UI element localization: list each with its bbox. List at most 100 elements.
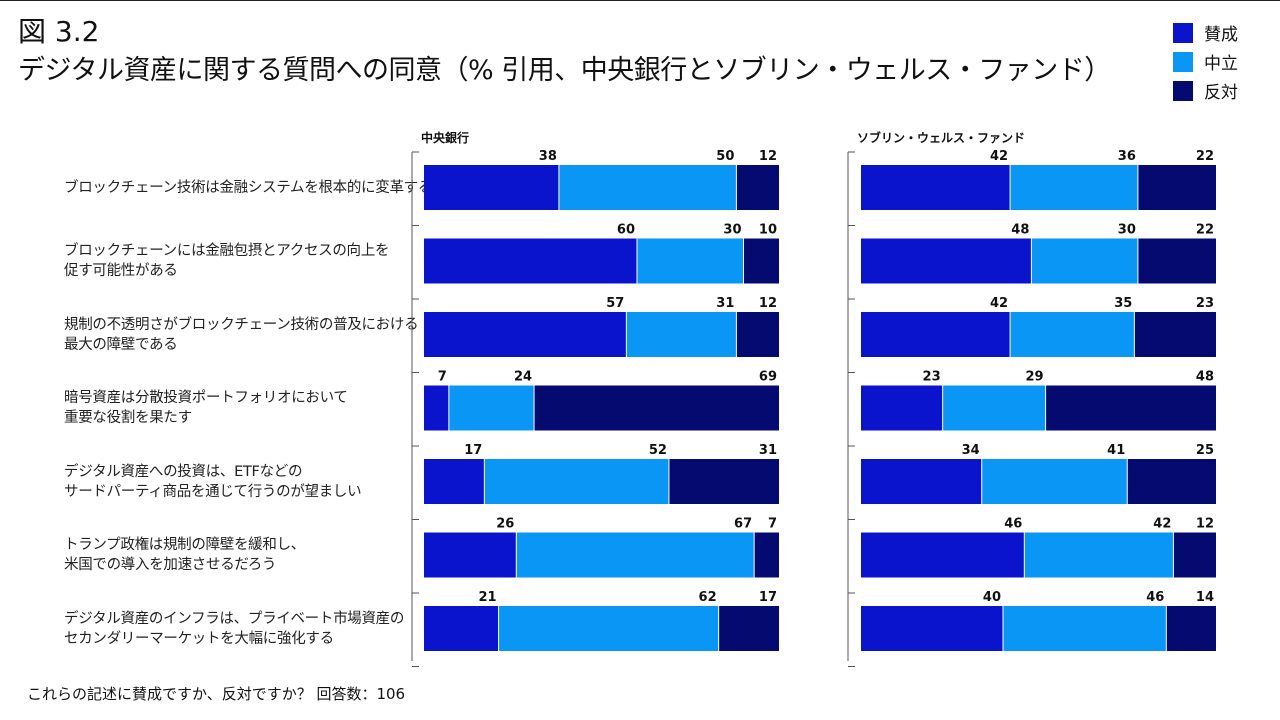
legend-swatch-agree [1173,22,1193,43]
data-label-sovereign-wealth-funds-neutral: 36 [1118,149,1136,164]
bar-central-banks-neutral [448,385,535,431]
data-label-sovereign-wealth-funds-disagree: 12 [1196,517,1214,532]
figure-title: デジタル資産に関する質問への同意（% 引用、中央銀行とソブリン・ウェルス・ファン… [18,55,1111,86]
data-label-sovereign-wealth-funds-neutral: 35 [1114,296,1132,311]
data-label-sovereign-wealth-funds-disagree: 14 [1196,590,1214,605]
data-label-central-banks-agree: 60 [617,223,635,238]
data-label-central-banks-neutral: 31 [716,296,734,311]
category-label: 規制の不透明さがブロックチェーン技術の普及における 最大の障壁である [64,315,419,355]
bar-central-banks-disagree [754,532,779,578]
data-label-sovereign-wealth-funds-neutral: 46 [1146,590,1164,605]
category-label-line: 最大の障壁である [64,336,178,353]
bar-central-banks-neutral [626,312,737,357]
bar-central-banks-agree [424,165,559,210]
footnote: これらの記述に賛成ですか、反対ですか？ 回答数：106 [27,685,406,703]
bar-central-banks-neutral [558,165,737,210]
bar-central-banks-agree [424,385,449,431]
bar-sovereign-wealth-funds-agree [861,459,982,504]
category-label-line: デジタル資産への投資は、ETFなどの [64,463,303,480]
data-label-central-banks-disagree: 7 [768,517,777,532]
data-label-sovereign-wealth-funds-neutral: 30 [1118,223,1136,238]
data-label-central-banks-agree: 26 [496,517,514,532]
bar-sovereign-wealth-funds-neutral [1010,165,1138,210]
bar-sovereign-wealth-funds-neutral [1024,532,1174,578]
data-label-central-banks-disagree: 10 [759,223,777,238]
data-label-central-banks-disagree: 69 [759,370,777,385]
bar-sovereign-wealth-funds-agree [861,385,943,431]
data-label-sovereign-wealth-funds-disagree: 22 [1196,149,1214,164]
category-label-line: 促す可能性がある [64,263,178,279]
bar-central-banks-agree [424,238,637,284]
legend-item-agree: 賛成 [1173,18,1238,47]
category-label: デジタル資産への投資は、ETFなどのサードパーティ商品を通じて行うのが望ましい [64,462,419,502]
data-label-central-banks-neutral: 62 [699,590,717,605]
data-label-sovereign-wealth-funds-agree: 42 [990,296,1008,311]
legend-item-neutral: 中立 [1173,47,1238,76]
top-rule [0,0,1280,1]
bar-central-banks-neutral [637,238,744,284]
category-label-line: 重要な役割を果たす [64,410,192,426]
bar-sovereign-wealth-funds-neutral [1031,238,1138,284]
bar-sovereign-wealth-funds-agree [861,312,1011,357]
bar-sovereign-wealth-funds-agree [861,532,1025,578]
data-label-central-banks-neutral: 24 [514,370,532,385]
bar-sovereign-wealth-funds-agree [861,165,1011,210]
category-label-line: トランプ政権は規制の障壁を緩和し、 [64,537,305,553]
data-label-sovereign-wealth-funds-disagree: 25 [1196,443,1214,458]
category-label-line: 米国での導入を加速させるだろう [64,557,277,573]
bar-sovereign-wealth-funds-neutral [942,385,1046,431]
bar-central-banks-disagree [718,606,779,651]
bar-central-banks-disagree [534,385,779,431]
bar-central-banks-agree [424,459,485,504]
legend-item-disagree: 反対 [1173,76,1238,105]
bar-central-banks-neutral [484,459,669,504]
data-label-central-banks-neutral: 52 [649,443,667,458]
data-label-central-banks-disagree: 31 [759,443,777,458]
category-label-line: 規制の不透明さがブロックチェーン技術の普及における [64,316,419,333]
category-label: ブロックチェーン技術は金融システムを根本的に変革する [64,178,432,198]
bar-sovereign-wealth-funds-disagree [1045,385,1216,431]
data-label-sovereign-wealth-funds-neutral: 42 [1153,517,1171,532]
panel-title-central-banks: 中央銀行 [421,131,470,145]
bar-sovereign-wealth-funds-disagree [1137,165,1216,210]
bar-sovereign-wealth-funds-agree [861,606,1003,651]
bar-central-banks-agree [424,606,499,651]
data-label-sovereign-wealth-funds-agree: 34 [962,443,980,458]
legend-swatch-neutral [1173,51,1193,72]
data-label-central-banks-neutral: 67 [734,517,752,532]
bar-central-banks-disagree [743,238,779,284]
category-label-line: ブロックチェーンには金融包摂とアクセスの向上を [64,243,390,259]
bar-central-banks-disagree [736,312,779,357]
figure-number: 図 3.2 [18,15,100,48]
category-label-line: デジタル資産のインフラは、プライベート市場資産の [64,610,405,627]
bar-sovereign-wealth-funds-disagree [1166,606,1216,651]
category-label-line: セカンダリーマーケットを大幅に強化する [64,630,334,647]
bar-central-banks-disagree [668,459,779,504]
data-label-sovereign-wealth-funds-neutral: 29 [1026,370,1044,385]
category-label: ブロックチェーンには金融包摂とアクセスの向上を 促す可能性がある [64,241,419,281]
data-label-central-banks-disagree: 17 [759,590,777,605]
bar-central-banks-disagree [736,165,779,210]
bar-central-banks-agree [424,312,627,357]
legend: 賛成 中立 反対 [1173,18,1238,105]
bar-sovereign-wealth-funds-disagree [1127,459,1216,504]
bar-central-banks-agree [424,532,517,578]
category-label-line: 暗号資産は分散投資ポートフォリオにおいて [64,390,348,406]
data-label-sovereign-wealth-funds-neutral: 41 [1107,443,1125,458]
legend-swatch-disagree [1173,80,1193,101]
data-label-sovereign-wealth-funds-disagree: 23 [1196,296,1214,311]
bar-sovereign-wealth-funds-disagree [1134,312,1216,357]
data-label-sovereign-wealth-funds-agree: 40 [983,590,1001,605]
data-label-central-banks-agree: 21 [478,590,496,605]
data-label-central-banks-disagree: 12 [759,296,777,311]
bar-sovereign-wealth-funds-disagree [1173,532,1216,578]
panel-title-sovereign-wealth-funds: ソブリン・ウェルス・ファンド [857,131,1026,145]
bar-central-banks-neutral [498,606,719,651]
category-label: デジタル資産のインフラは、プライベート市場資産の セカンダリーマーケットを大幅に強… [64,609,419,649]
bar-central-banks-neutral [516,532,755,578]
category-label-line: サードパーティ商品を通じて行うのが望ましい [64,483,362,500]
bar-sovereign-wealth-funds-neutral [981,459,1128,504]
bar-sovereign-wealth-funds-neutral [1003,606,1167,651]
data-label-central-banks-agree: 38 [539,149,557,164]
